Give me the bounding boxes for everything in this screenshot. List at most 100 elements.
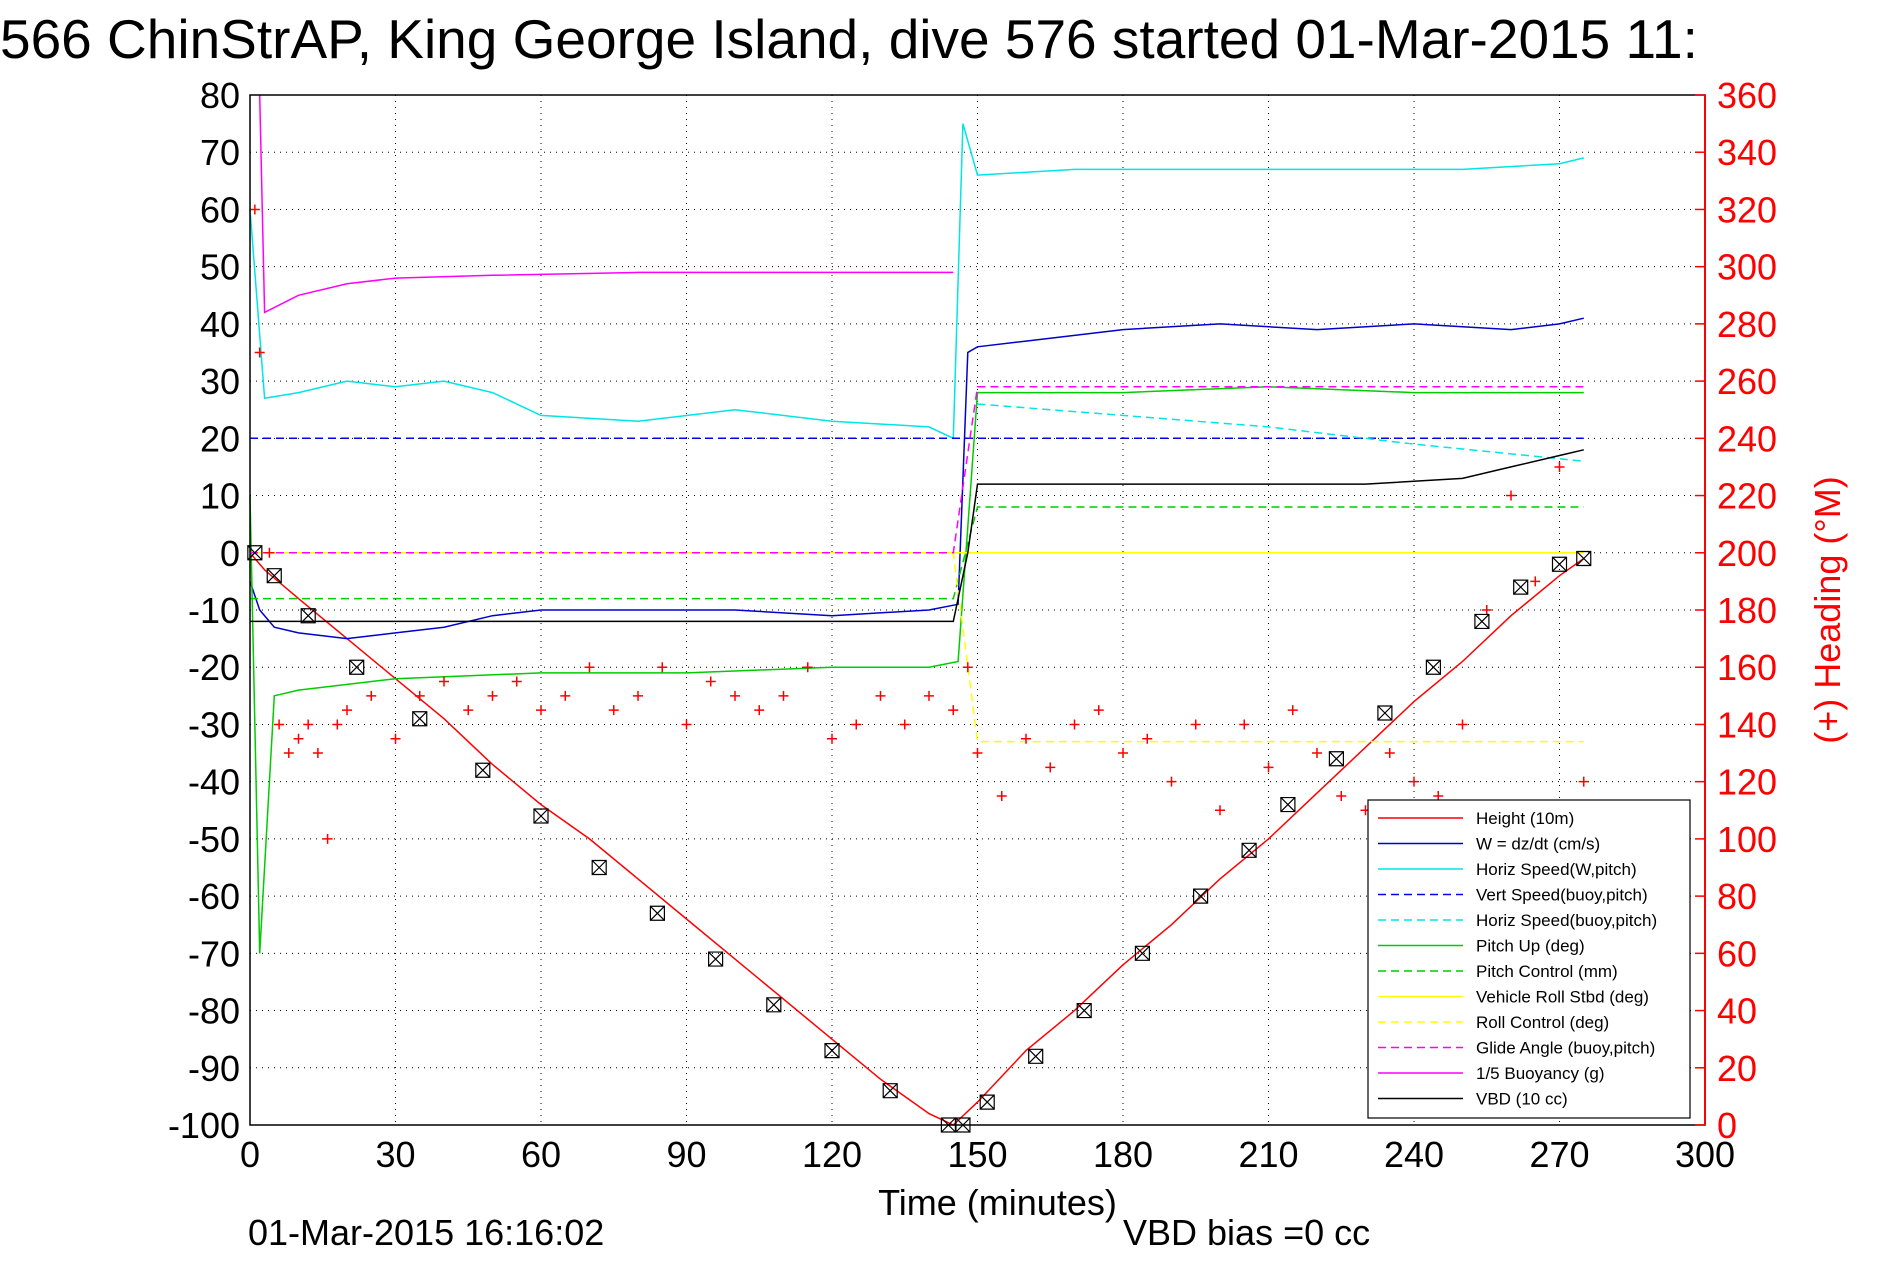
dive-marker — [1328, 751, 1344, 767]
series-line-0 — [249, 552, 1585, 1126]
heading-point — [584, 662, 595, 673]
heading-point — [249, 204, 260, 215]
heading-point — [283, 748, 294, 759]
dive-marker — [1193, 888, 1209, 904]
heading-point — [1457, 719, 1468, 730]
heading-point — [851, 719, 862, 730]
y-tick-label: 70 — [200, 132, 240, 173]
heading-point — [924, 690, 934, 701]
heading-point — [414, 690, 425, 701]
x-tick-label: 30 — [375, 1134, 415, 1175]
heading-point — [536, 705, 546, 716]
heading-point — [778, 690, 789, 701]
right-tick-label: 120 — [1717, 762, 1777, 803]
legend-entry: Pitch Up (deg) — [1476, 937, 1585, 956]
dive-marker — [300, 608, 316, 624]
heading-point — [332, 719, 343, 730]
dive-marker — [1280, 796, 1296, 813]
dive-marker — [1425, 659, 1441, 675]
dive-marker — [475, 762, 491, 778]
heading-point — [1215, 805, 1225, 816]
heading-point — [730, 690, 740, 701]
legend-entry: Glide Angle (buoy,pitch) — [1476, 1039, 1655, 1058]
y-tick-label: 0 — [220, 533, 240, 574]
right-tick-label: 340 — [1717, 132, 1777, 173]
heading-point — [754, 705, 765, 716]
chart-title: 566 ChinStrAP, King George Island, dive … — [0, 8, 1698, 70]
heading-point — [1142, 733, 1153, 744]
heading-point — [681, 719, 692, 730]
right-tick-label: 40 — [1717, 991, 1757, 1032]
heading-point — [487, 690, 498, 701]
heading-point — [1287, 705, 1298, 716]
right-tick-label: 0 — [1717, 1105, 1737, 1146]
heading-point — [390, 733, 401, 744]
heading-point — [1312, 748, 1322, 759]
heading-point — [1433, 790, 1444, 801]
series-line-4 — [977, 403, 1584, 462]
right-tick-label: 60 — [1717, 933, 1757, 974]
legend-entry: Roll Control (deg) — [1476, 1013, 1609, 1032]
x-tick-label: 90 — [666, 1134, 706, 1175]
heading-point — [1093, 705, 1104, 716]
dive-marker — [882, 1083, 898, 1099]
heading-point — [899, 719, 910, 730]
series-line-11 — [250, 449, 1584, 623]
heading-point — [657, 662, 668, 673]
dive-marker — [1576, 550, 1592, 567]
right-tick-label: 320 — [1717, 189, 1777, 230]
dive-marker — [824, 1043, 840, 1059]
right-tick-label: 20 — [1717, 1048, 1757, 1089]
heading-point — [972, 748, 983, 759]
heading-point — [439, 676, 449, 687]
heading-point — [1336, 790, 1347, 801]
heading-point — [1409, 776, 1419, 787]
series-line-9 — [250, 386, 1584, 554]
y-tick-label: -90 — [188, 1048, 240, 1089]
legend-entry: Vert Speed(buoy,pitch) — [1476, 886, 1648, 905]
series-line-5 — [249, 386, 1584, 954]
y-tick-label: -70 — [188, 933, 240, 974]
legend-entry: VBD (10 cc) — [1476, 1090, 1568, 1109]
y-tick-label: -20 — [188, 647, 240, 688]
x-tick-label: 0 — [240, 1134, 260, 1175]
dive-marker — [1028, 1048, 1044, 1064]
heading-point — [1069, 719, 1080, 730]
legend: Height (10m) W = dz/dt (cm/s) Horiz Speed(… — [1367, 799, 1691, 1119]
right-tick-label: 240 — [1717, 418, 1777, 459]
heading-point — [1554, 461, 1565, 472]
right-tick-label: 100 — [1717, 819, 1777, 860]
heading-point — [1506, 490, 1516, 501]
heading-point — [962, 662, 973, 673]
heading-point — [1021, 733, 1031, 744]
x-tick-label: 300 — [1675, 1134, 1735, 1175]
series-line-8 — [250, 552, 1584, 743]
heading-point — [322, 833, 333, 844]
legend-entry: Pitch Control (mm) — [1476, 962, 1618, 981]
dive-marker — [266, 568, 282, 584]
y-tick-label: 60 — [200, 189, 240, 230]
dive-marker — [533, 808, 549, 824]
heading-point — [1481, 605, 1492, 615]
heading-point — [274, 719, 285, 730]
dive-marker — [1134, 945, 1150, 961]
heading-point — [1045, 762, 1056, 773]
x-tick-label: 240 — [1384, 1134, 1444, 1175]
y-tick-label: 50 — [200, 247, 240, 288]
dive-marker — [1513, 579, 1529, 595]
heading-point — [802, 662, 813, 673]
x-tick-label: 180 — [1093, 1134, 1153, 1175]
dive-marker — [1551, 556, 1568, 572]
dive-marker — [1377, 705, 1393, 721]
y-tick-label: 20 — [200, 418, 240, 459]
right-tick-label: 280 — [1717, 304, 1777, 345]
heading-point — [1384, 748, 1395, 759]
dive-marker — [649, 905, 665, 921]
heading-point — [303, 719, 314, 730]
heading-point — [1578, 776, 1589, 787]
y-tick-label: -60 — [188, 876, 240, 917]
legend-entry: Horiz Speed(buoy,pitch) — [1476, 911, 1657, 930]
axes: 0 30 60 90 120 150 180 210 240 270 300807060504030… — [168, 75, 1777, 1175]
heading-point — [1166, 776, 1177, 787]
vbd-bias-label: VBD bias =0 cc — [1123, 1212, 1370, 1253]
